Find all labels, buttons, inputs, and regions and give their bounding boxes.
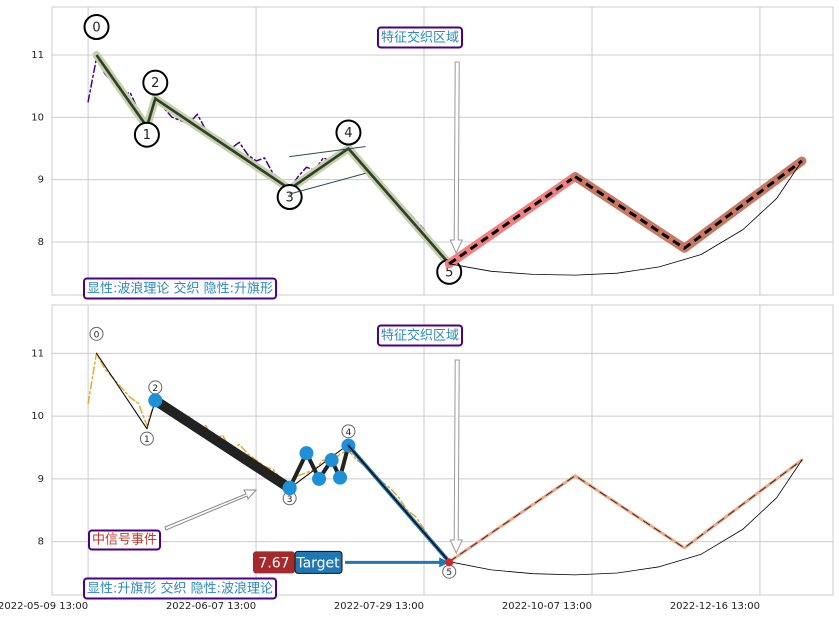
wave-label: 5 <box>445 265 453 280</box>
y-tick-label: 11 <box>31 348 44 359</box>
wave-label-circle <box>142 69 169 96</box>
target-label: Target <box>295 555 340 571</box>
series-line <box>448 459 803 576</box>
point-marker <box>333 470 348 485</box>
series-line <box>444 172 580 269</box>
x-tick-label: 2022-06-07 13:00 <box>166 601 256 612</box>
annotation-arrow <box>449 61 463 255</box>
x-tick-label: 2022-07-29 13:00 <box>334 601 424 612</box>
wave-label: 1 <box>143 128 151 143</box>
wave-label: 3 <box>287 495 293 505</box>
series-inner-line <box>347 445 450 563</box>
x-tick-label: 2022-05-09 13:00 <box>0 601 88 612</box>
y-tick-label: 8 <box>38 537 44 548</box>
wave-label: 4 <box>346 428 352 438</box>
target-label-box <box>294 550 343 574</box>
point-marker <box>324 453 339 468</box>
wave-label: 5 <box>446 568 452 578</box>
footnote: 显性:波浪理论 交织 隐性:升旗形 <box>87 281 273 297</box>
wave-label: 4 <box>344 126 352 141</box>
y-tick-label: 9 <box>38 175 44 186</box>
annotation-box <box>376 324 464 347</box>
series-line <box>289 172 366 195</box>
series-line <box>87 352 450 563</box>
series-inner-line <box>448 459 803 563</box>
annotation: 特征交织区域 <box>381 30 459 46</box>
x-tick-label: 2022-10-07 13:00 <box>502 601 592 612</box>
wave-label-circle <box>83 14 110 40</box>
wave-label-circle <box>139 431 154 446</box>
annotation: 特征交织区域 <box>381 328 459 344</box>
series-line <box>448 160 803 276</box>
point-marker <box>148 393 163 408</box>
wave-label: 3 <box>286 191 294 206</box>
target-arrowhead <box>439 557 450 568</box>
series-inner-line <box>574 159 803 251</box>
target-value: 7.67 <box>258 555 289 571</box>
x-tick-label: 2022-12-16 13:00 <box>670 601 760 612</box>
wave-label: 2 <box>151 76 159 91</box>
wave-label: 2 <box>152 384 158 394</box>
point-marker <box>312 471 327 486</box>
series-line <box>289 146 366 158</box>
signal: 中信号事件 <box>92 533 157 548</box>
annotation-arrow <box>449 359 463 555</box>
point-marker <box>282 480 297 495</box>
wave-label-circle <box>341 424 356 439</box>
y-tick-label: 8 <box>38 237 44 248</box>
series-line <box>150 395 295 494</box>
wave-label: 1 <box>144 435 150 445</box>
wave-label-circle <box>276 184 303 211</box>
y-tick-label: 11 <box>31 50 44 61</box>
wave-label: 0 <box>92 21 100 36</box>
series-inner-line <box>95 54 451 265</box>
point-marker <box>299 446 314 461</box>
wave-label-circle <box>89 326 104 341</box>
target-value-box <box>253 551 295 574</box>
y-tick-label: 10 <box>31 411 44 422</box>
target-dot <box>445 558 454 567</box>
annotation-box <box>83 277 278 300</box>
y-tick-label: 9 <box>38 474 44 485</box>
annotation-box <box>376 26 464 49</box>
y-tick-label: 10 <box>31 112 44 123</box>
annotation-box <box>83 577 278 600</box>
signal-arrow <box>164 489 258 531</box>
footnote: 显性:升旗形 交织 隐性:波浪理论 <box>87 581 273 597</box>
wave-label: 0 <box>94 330 100 340</box>
annotation-box <box>88 529 162 551</box>
wave-label-circle <box>335 119 362 146</box>
wave-label-circle <box>133 121 160 148</box>
